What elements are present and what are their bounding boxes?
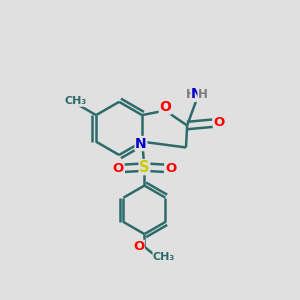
Text: O: O: [159, 100, 171, 114]
Text: S: S: [139, 160, 150, 175]
Text: N: N: [135, 136, 147, 151]
Text: O: O: [133, 240, 144, 253]
Text: CH₃: CH₃: [65, 96, 87, 106]
Text: O: O: [213, 116, 225, 128]
Text: H: H: [186, 88, 196, 101]
Text: O: O: [112, 162, 124, 175]
Text: O: O: [165, 162, 177, 175]
Text: N: N: [191, 87, 203, 101]
Text: H: H: [198, 88, 208, 101]
Text: CH₃: CH₃: [153, 252, 175, 262]
